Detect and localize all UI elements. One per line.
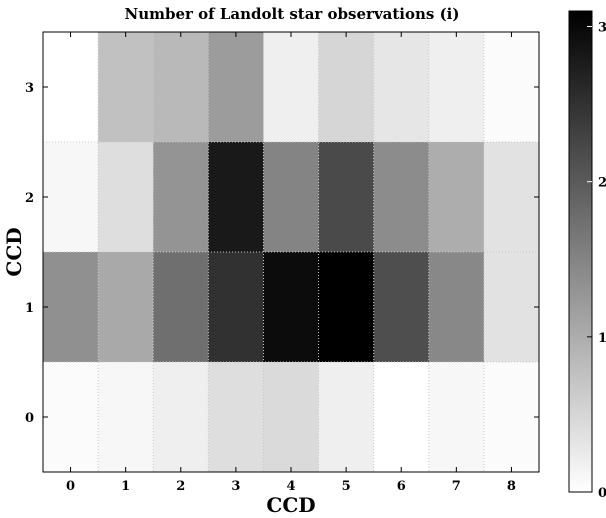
y-tick-label: 3 xyxy=(25,81,34,96)
x-tick-label: 1 xyxy=(121,479,130,494)
x-tick-label: 7 xyxy=(452,479,461,494)
heatmap-cell xyxy=(263,32,320,143)
y-tick-label: 2 xyxy=(25,191,34,206)
heatmap-cell xyxy=(43,362,99,473)
y-axis-label: CCD xyxy=(2,227,26,276)
heatmap-cell xyxy=(263,362,320,473)
heatmap-cell xyxy=(373,32,430,143)
heatmap-cell xyxy=(208,32,264,143)
x-axis-ticks: 0 1 2 3 4 5 6 7 8 xyxy=(66,32,516,494)
heatmap-cell xyxy=(98,362,154,473)
heatmap-cell xyxy=(318,362,375,473)
heatmap-cell xyxy=(98,142,154,253)
heatmap-cell xyxy=(263,142,320,253)
heatmap-cell xyxy=(483,142,540,253)
x-tick-label: 2 xyxy=(176,479,185,494)
y-tick-label: 1 xyxy=(25,301,34,316)
heatmap-cell xyxy=(263,252,320,363)
colorbar-ticks: 0 1 2 3 xyxy=(587,21,606,501)
y-axis-ticks: 3 2 1 0 xyxy=(25,81,539,426)
heatmap-cell xyxy=(98,32,154,143)
heatmap-cell xyxy=(43,252,99,363)
heatmap-cell xyxy=(483,362,540,473)
heatmap-cell xyxy=(318,32,375,143)
grid-lines xyxy=(43,32,539,472)
heatmap-cell xyxy=(318,142,375,253)
colorbar-tick-label: 0 xyxy=(598,486,606,501)
colorbar-tick-label: 3 xyxy=(598,21,606,36)
heatmap-cell xyxy=(98,252,154,363)
x-tick-label: 8 xyxy=(507,479,516,494)
heatmap-cell xyxy=(153,32,209,143)
heatmap-cell xyxy=(43,142,99,253)
heatmap-cells xyxy=(43,32,540,473)
x-axis-label: CCD xyxy=(266,493,315,517)
heatmap-cell xyxy=(483,32,540,143)
heatmap-cell xyxy=(43,32,99,143)
heatmap-cell xyxy=(208,252,264,363)
heatmap-cell xyxy=(483,252,540,363)
heatmap-cell xyxy=(428,362,485,473)
heatmap-cell xyxy=(208,142,264,253)
heatmap-cell xyxy=(373,142,430,253)
y-tick-label: 0 xyxy=(25,411,34,426)
x-tick-label: 6 xyxy=(397,479,406,494)
x-tick-label: 4 xyxy=(286,479,295,494)
heatmap-cell xyxy=(153,362,209,473)
heatmap-cell xyxy=(428,32,485,143)
heatmap-cell xyxy=(373,362,430,473)
x-tick-label: 3 xyxy=(231,479,240,494)
heatmap-cell xyxy=(153,142,209,253)
chart-title: Number of Landolt star observations (i) xyxy=(125,5,460,23)
heatmap-cell xyxy=(428,142,485,253)
x-tick-label: 0 xyxy=(66,479,75,494)
x-tick-label: 5 xyxy=(342,479,351,494)
colorbar-tick-label: 2 xyxy=(598,176,606,191)
colorbar-tick-label: 1 xyxy=(598,331,606,346)
colorbar xyxy=(568,10,593,493)
heatmap-cell xyxy=(373,252,430,363)
heatmap-cell xyxy=(208,362,264,473)
heatmap-cell xyxy=(428,252,485,363)
heatmap-cell xyxy=(153,252,209,363)
heatmap-cell xyxy=(318,252,375,363)
